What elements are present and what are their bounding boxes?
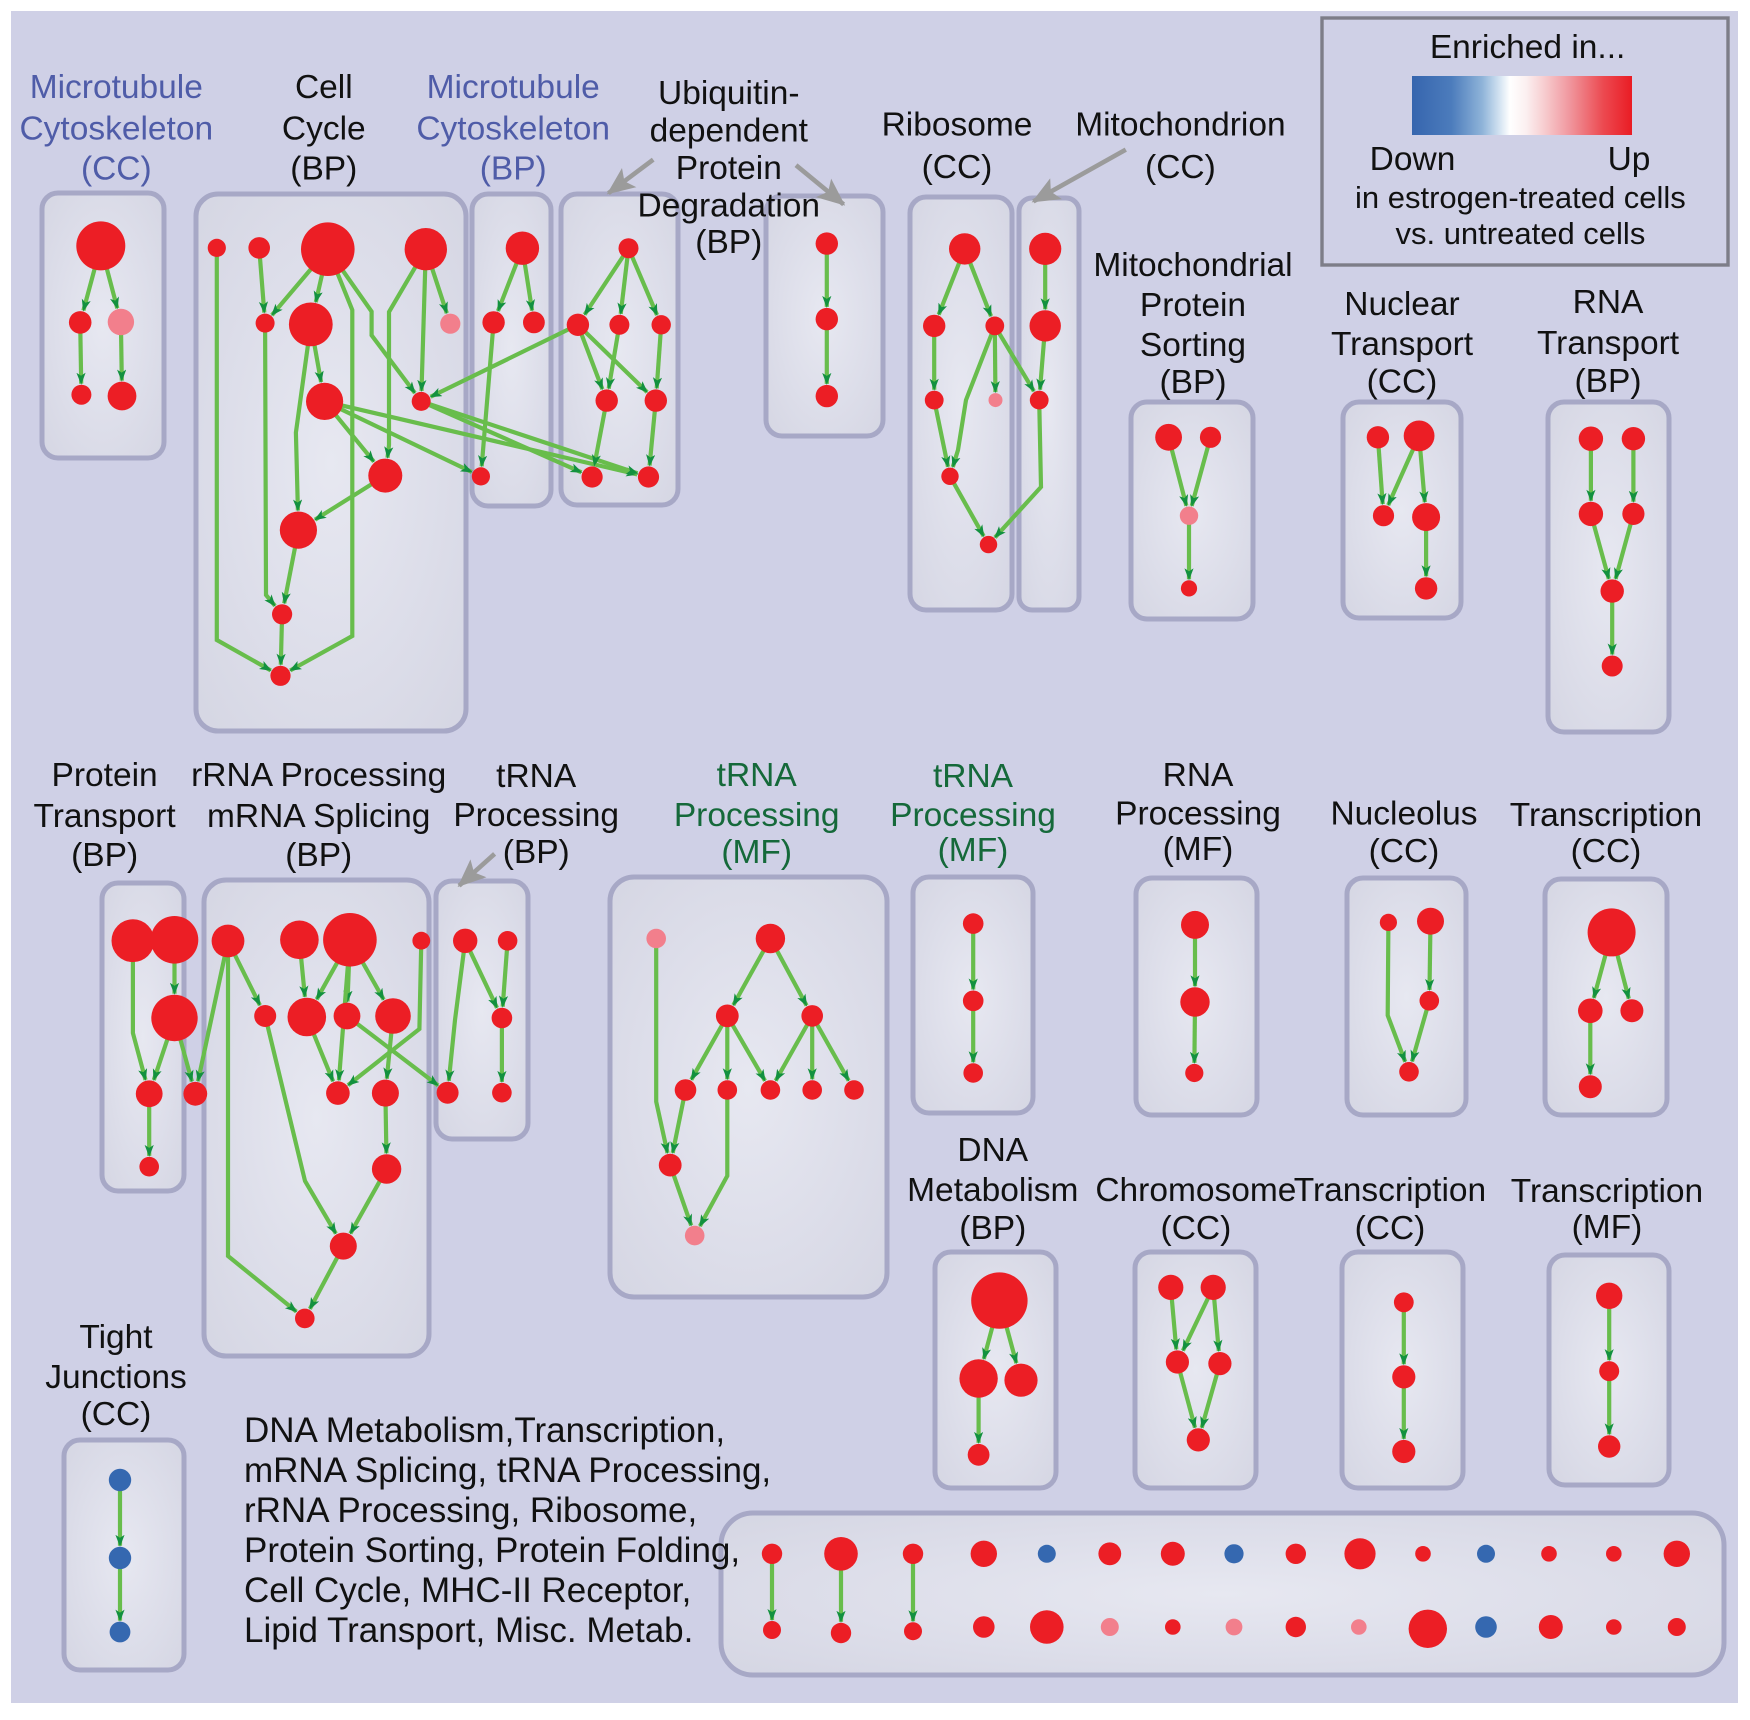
svg-text:Transcription: Transcription bbox=[1511, 1173, 1703, 1210]
svg-text:(CC): (CC) bbox=[1161, 1210, 1232, 1247]
svg-text:Protein: Protein bbox=[676, 150, 782, 187]
svg-text:mRNA Splicing: mRNA Splicing bbox=[207, 798, 430, 835]
svg-text:in estrogen-treated cells: in estrogen-treated cells bbox=[1355, 180, 1686, 215]
svg-text:DNA Metabolism,Transcription,: DNA Metabolism,Transcription, bbox=[244, 1411, 725, 1450]
svg-text:Microtubule: Microtubule bbox=[427, 69, 600, 106]
svg-text:(CC): (CC) bbox=[1355, 1210, 1426, 1247]
svg-text:Cell Cycle, MHC-II Receptor,: Cell Cycle, MHC-II Receptor, bbox=[244, 1571, 691, 1610]
svg-text:(BP): (BP) bbox=[1575, 363, 1642, 400]
svg-text:Processing: Processing bbox=[890, 797, 1056, 834]
svg-text:(BP): (BP) bbox=[285, 837, 352, 874]
svg-text:(MF): (MF) bbox=[1163, 831, 1234, 868]
svg-text:Transcription: Transcription bbox=[1510, 797, 1702, 834]
svg-text:(BP): (BP) bbox=[959, 1210, 1026, 1247]
svg-text:Tight: Tight bbox=[79, 1319, 153, 1356]
svg-text:Processing: Processing bbox=[453, 797, 619, 834]
svg-text:(CC): (CC) bbox=[1145, 149, 1216, 186]
svg-text:Mitochondrial: Mitochondrial bbox=[1093, 247, 1292, 284]
svg-text:Up: Up bbox=[1608, 141, 1651, 178]
svg-text:(CC): (CC) bbox=[1367, 364, 1438, 401]
svg-text:mRNA Splicing, tRNA Processing: mRNA Splicing, tRNA Processing, bbox=[244, 1451, 771, 1490]
svg-text:tRNA: tRNA bbox=[933, 758, 1014, 795]
svg-text:Nucleolus: Nucleolus bbox=[1330, 796, 1477, 833]
svg-text:(BP): (BP) bbox=[1160, 364, 1227, 401]
svg-text:(BP): (BP) bbox=[480, 151, 547, 188]
svg-text:(CC): (CC) bbox=[81, 151, 152, 188]
svg-text:Mitochondrion: Mitochondrion bbox=[1075, 107, 1285, 144]
svg-text:Transcription: Transcription bbox=[1294, 1172, 1486, 1209]
svg-text:Cycle: Cycle bbox=[282, 111, 366, 148]
svg-text:Ribosome: Ribosome bbox=[882, 107, 1033, 144]
svg-text:tRNA: tRNA bbox=[496, 758, 577, 795]
svg-text:(BP): (BP) bbox=[695, 224, 762, 261]
svg-text:rRNA Processing: rRNA Processing bbox=[191, 757, 446, 794]
svg-text:Junctions: Junctions bbox=[45, 1359, 187, 1396]
svg-text:Protein Sorting, Protein Foldi: Protein Sorting, Protein Folding, bbox=[244, 1531, 740, 1570]
svg-text:DNA: DNA bbox=[957, 1132, 1028, 1169]
svg-text:(CC): (CC) bbox=[81, 1396, 152, 1433]
svg-text:Lipid Transport, Misc. Metab.: Lipid Transport, Misc. Metab. bbox=[244, 1611, 693, 1650]
svg-text:(BP): (BP) bbox=[290, 151, 357, 188]
svg-text:(BP): (BP) bbox=[71, 837, 138, 874]
svg-text:dependent: dependent bbox=[650, 113, 809, 150]
svg-text:Processing: Processing bbox=[674, 797, 840, 834]
svg-text:(MF): (MF) bbox=[938, 832, 1009, 869]
svg-text:(CC): (CC) bbox=[1571, 833, 1642, 870]
svg-text:Degradation: Degradation bbox=[638, 188, 821, 225]
svg-text:Nuclear: Nuclear bbox=[1344, 286, 1459, 323]
svg-text:RNA: RNA bbox=[1163, 757, 1234, 794]
svg-text:Cytoskeleton: Cytoskeleton bbox=[19, 111, 213, 148]
svg-text:Microtubule: Microtubule bbox=[30, 69, 203, 106]
svg-text:(BP): (BP) bbox=[503, 834, 570, 871]
svg-text:Transport: Transport bbox=[1537, 325, 1680, 362]
svg-text:Transport: Transport bbox=[1331, 326, 1474, 363]
svg-text:Down: Down bbox=[1370, 141, 1456, 178]
svg-text:Protein: Protein bbox=[1140, 287, 1246, 324]
svg-text:Cytoskeleton: Cytoskeleton bbox=[416, 111, 610, 148]
svg-text:(MF): (MF) bbox=[1572, 1209, 1643, 1246]
svg-text:Metabolism: Metabolism bbox=[907, 1172, 1078, 1209]
svg-text:Processing: Processing bbox=[1115, 796, 1281, 833]
svg-text:Enriched in...: Enriched in... bbox=[1430, 29, 1626, 66]
svg-text:rRNA Processing, Ribosome,: rRNA Processing, Ribosome, bbox=[244, 1491, 697, 1530]
svg-text:(CC): (CC) bbox=[922, 149, 993, 186]
svg-text:Chromosome: Chromosome bbox=[1095, 1172, 1296, 1209]
svg-text:vs. untreated cells: vs. untreated cells bbox=[1395, 216, 1645, 251]
svg-text:Ubiquitin-: Ubiquitin- bbox=[658, 75, 800, 112]
svg-text:Transport: Transport bbox=[34, 798, 177, 835]
svg-text:RNA: RNA bbox=[1573, 284, 1644, 321]
svg-text:Sorting: Sorting bbox=[1140, 327, 1246, 364]
svg-text:Protein: Protein bbox=[52, 757, 158, 794]
svg-text:Cell: Cell bbox=[295, 69, 353, 106]
svg-text:(CC): (CC) bbox=[1369, 833, 1440, 870]
svg-text:tRNA: tRNA bbox=[717, 757, 798, 794]
svg-text:(MF): (MF) bbox=[721, 834, 792, 871]
